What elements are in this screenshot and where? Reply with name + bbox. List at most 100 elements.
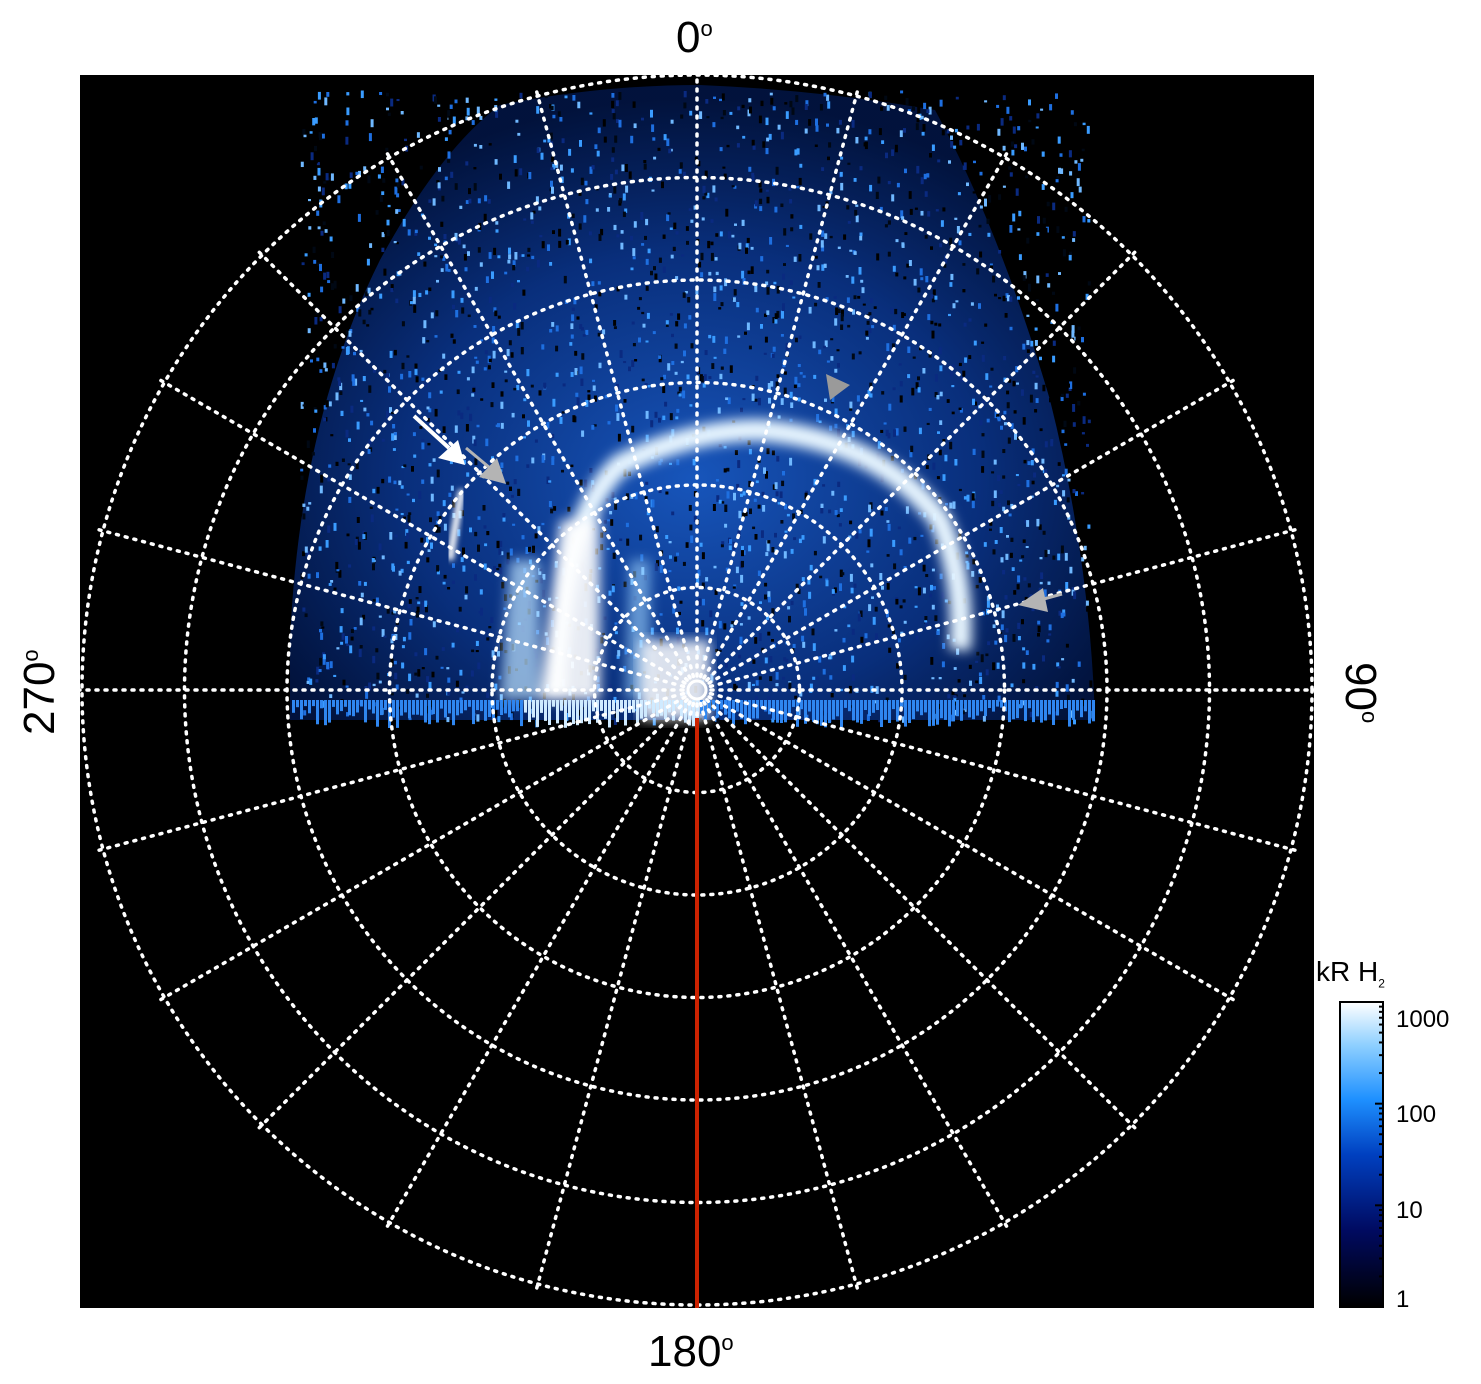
speckle-pixel: [867, 539, 871, 548]
speckle-pixel: [682, 390, 686, 399]
speckle-pixel: [324, 229, 328, 233]
speckle-pixel: [480, 398, 484, 401]
speckle-pixel: [1035, 375, 1039, 378]
speckle-pixel: [740, 493, 743, 497]
speckle-pixel: [788, 187, 792, 191]
speckle-pixel: [321, 626, 325, 629]
longitude-label-left: 270o: [15, 649, 64, 735]
fringe-streak: [760, 700, 763, 708]
speckle-pixel: [1041, 458, 1045, 464]
speckle-pixel: [652, 137, 656, 141]
fringe-streak: [740, 700, 743, 719]
speckle-pixel: [733, 683, 737, 690]
speckle-pixel: [820, 508, 824, 514]
speckle-pixel: [1041, 151, 1045, 157]
speckle-pixel: [741, 104, 745, 109]
speckle-pixel: [720, 302, 724, 307]
speckle-pixel: [939, 99, 943, 107]
speckle-pixel: [541, 522, 545, 526]
speckle-pixel: [613, 224, 617, 231]
aurora-emission-region: [290, 85, 1095, 720]
speckle-pixel: [951, 364, 955, 368]
speckle-pixel: [349, 153, 353, 160]
speckle-pixel: [372, 563, 375, 571]
speckle-pixel: [672, 246, 676, 252]
speckle-pixel: [645, 258, 649, 265]
speckle-pixel: [490, 703, 494, 708]
fringe-streak: [1052, 700, 1055, 725]
speckle-pixel: [350, 629, 354, 634]
speckle-pixel: [749, 508, 752, 515]
speckle-pixel: [858, 267, 862, 275]
speckle-pixel: [840, 182, 844, 191]
speckle-pixel: [824, 340, 828, 348]
speckle-pixel: [713, 356, 717, 359]
speckle-pixel: [902, 599, 906, 603]
speckle-pixel: [608, 194, 612, 198]
speckle-pixel: [316, 666, 320, 675]
speckle-pixel: [479, 115, 483, 120]
speckle-pixel: [318, 669, 322, 673]
speckle-pixel: [367, 287, 371, 294]
speckle-pixel: [1028, 175, 1032, 180]
speckle-pixel: [1049, 104, 1053, 111]
speckle-pixel: [632, 343, 636, 347]
speckle-pixel: [790, 227, 794, 232]
speckle-pixel: [441, 647, 445, 651]
speckle-pixel: [970, 302, 974, 306]
speckle-pixel: [742, 398, 746, 401]
speckle-pixel: [982, 715, 986, 722]
speckle-pixel: [645, 481, 649, 485]
speckle-pixel: [1004, 422, 1007, 426]
speckle-pixel: [360, 592, 364, 598]
speckle-pixel: [1013, 410, 1017, 414]
speckle-pixel: [308, 226, 312, 230]
speckle-pixel: [1029, 711, 1033, 718]
speckle-pixel: [864, 633, 868, 639]
speckle-pixel: [1000, 557, 1004, 563]
speckle-pixel: [354, 539, 358, 545]
speckle-pixel: [1065, 186, 1069, 195]
speckle-pixel: [1065, 582, 1069, 590]
speckle-pixel: [613, 696, 617, 703]
speckle-pixel: [550, 180, 553, 188]
speckle-pixel: [471, 366, 475, 374]
speckle-pixel: [381, 478, 385, 484]
speckle-pixel: [994, 293, 997, 297]
fringe-streak: [824, 700, 827, 728]
speckle-pixel: [834, 408, 838, 417]
speckle-pixel: [589, 166, 593, 174]
speckle-pixel: [480, 339, 484, 342]
speckle-pixel: [880, 510, 884, 516]
fringe-streak: [864, 700, 867, 710]
speckle-pixel: [495, 229, 499, 233]
speckle-pixel: [860, 636, 864, 643]
speckle-pixel: [998, 297, 1002, 300]
speckle-pixel: [331, 283, 334, 290]
fringe-streak: [804, 700, 807, 724]
speckle-pixel: [944, 599, 948, 603]
speckle-pixel: [407, 604, 411, 609]
speckle-pixel: [693, 205, 697, 210]
pole-marker: [686, 679, 708, 701]
speckle-pixel: [1005, 628, 1009, 633]
longitude-line: [96, 691, 686, 853]
speckle-pixel: [378, 680, 382, 684]
speckle-pixel: [512, 265, 516, 271]
fringe-streak: [1088, 700, 1091, 724]
speckle-pixel: [711, 363, 715, 369]
speckle-pixel: [725, 662, 728, 668]
speckle-pixel: [523, 436, 526, 439]
speckle-pixel: [1073, 591, 1077, 600]
speckle-pixel: [466, 472, 470, 477]
speckle-pixel: [522, 289, 526, 296]
speckle-pixel: [818, 420, 822, 424]
speckle-pixel: [964, 357, 968, 363]
speckle-pixel: [345, 685, 349, 688]
speckle-pixel: [1050, 439, 1054, 442]
speckle-pixel: [1036, 113, 1040, 119]
speckle-pixel: [1074, 160, 1078, 164]
speckle-pixel: [333, 587, 337, 591]
speckle-pixel: [407, 515, 411, 523]
speckle-pixel: [558, 228, 562, 237]
